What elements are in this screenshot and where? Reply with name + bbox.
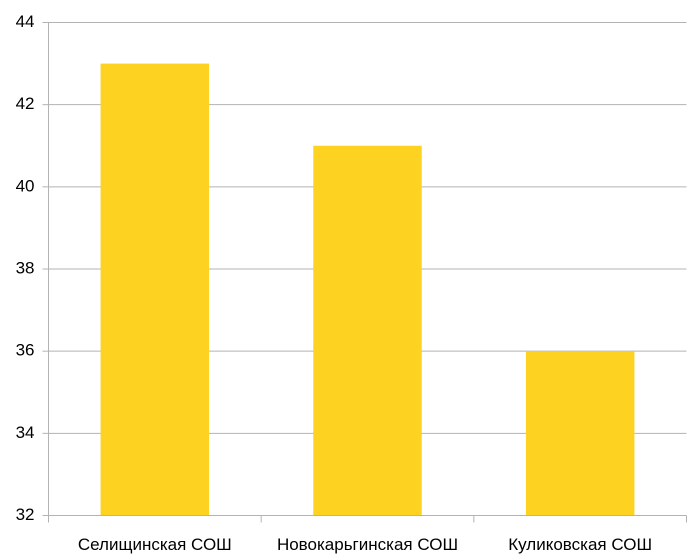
bar — [525, 351, 635, 516]
y-tick-label: 40 — [16, 176, 35, 195]
y-tick-label: 34 — [16, 423, 35, 442]
x-tick-label: Селищинская СОШ — [78, 535, 232, 554]
bar — [100, 63, 210, 516]
bar — [313, 145, 422, 516]
y-tick-label: 32 — [16, 505, 35, 524]
x-tick-label: Новокарьгинская СОШ — [277, 535, 458, 554]
y-tick-label: 38 — [16, 258, 35, 277]
y-tick-label: 36 — [16, 341, 35, 360]
x-tick-label: Куликовская СОШ — [508, 535, 652, 554]
y-tick-label: 44 — [16, 12, 35, 31]
y-tick-label: 42 — [16, 94, 35, 113]
